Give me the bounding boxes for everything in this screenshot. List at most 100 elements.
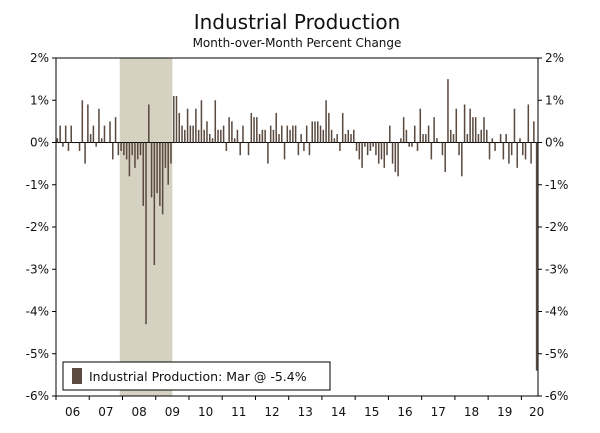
bar xyxy=(522,142,524,156)
bar xyxy=(222,125,225,143)
bar xyxy=(292,125,294,143)
bar xyxy=(494,142,496,151)
bar xyxy=(485,129,488,143)
bar xyxy=(444,142,446,173)
bar xyxy=(397,142,399,177)
bar xyxy=(535,142,538,371)
x-tick-label: 11 xyxy=(231,405,246,419)
bar xyxy=(186,108,189,143)
bar xyxy=(447,79,449,143)
bar xyxy=(461,142,463,177)
bar xyxy=(109,121,111,143)
bar xyxy=(408,142,410,147)
x-tick-label: 19 xyxy=(497,405,512,419)
bar xyxy=(524,142,527,160)
bar xyxy=(203,129,205,143)
bar xyxy=(372,142,374,147)
y-tick-label-left: 0% xyxy=(30,136,49,150)
x-tick-label: 18 xyxy=(464,405,479,419)
bar xyxy=(297,142,300,156)
bar xyxy=(286,125,289,143)
bar xyxy=(92,125,95,143)
bar xyxy=(386,142,388,156)
legend-swatch xyxy=(72,368,82,384)
bar xyxy=(289,129,291,143)
bar xyxy=(200,100,203,143)
bar xyxy=(78,142,81,151)
x-tick-label: 12 xyxy=(264,405,279,419)
bar xyxy=(474,117,477,143)
bar xyxy=(294,125,297,143)
bar xyxy=(81,100,84,143)
bar xyxy=(519,138,521,143)
x-tick-label: 07 xyxy=(98,405,113,419)
bar xyxy=(375,142,377,156)
bar xyxy=(436,138,438,143)
bar xyxy=(463,104,466,143)
bar xyxy=(303,142,305,151)
bar xyxy=(192,125,194,143)
chart-title: Industrial Production xyxy=(194,10,401,34)
bar xyxy=(211,138,214,143)
x-tick-label: 16 xyxy=(397,405,412,419)
bar xyxy=(516,142,518,168)
y-tick-label-left: -2% xyxy=(26,220,49,234)
bar xyxy=(513,108,516,143)
bar xyxy=(377,142,380,164)
bar xyxy=(247,142,250,156)
bar xyxy=(361,142,363,168)
bar xyxy=(159,142,161,206)
x-tick-label: 06 xyxy=(65,405,80,419)
bar xyxy=(170,142,172,164)
y-tick-label-left: 1% xyxy=(30,93,49,107)
bar xyxy=(156,142,158,194)
bar xyxy=(62,142,64,147)
bar xyxy=(231,121,233,143)
y-tick-label-left: -5% xyxy=(26,347,49,361)
bar xyxy=(139,142,142,156)
bar xyxy=(330,129,333,143)
bar xyxy=(433,117,435,143)
bar xyxy=(438,142,441,144)
bar xyxy=(120,142,122,151)
x-tick-label: 13 xyxy=(298,405,313,419)
bar xyxy=(364,142,366,147)
bar xyxy=(341,112,344,143)
left-y-axis: 2% 1% 0% -1% -2% -3% -4% -5% -6% xyxy=(26,51,56,403)
bar xyxy=(322,129,325,143)
bar xyxy=(76,142,78,144)
y-tick-label-right: -1% xyxy=(545,178,568,192)
bar xyxy=(452,134,455,143)
bar xyxy=(136,142,139,160)
bar xyxy=(261,129,264,143)
bar xyxy=(56,138,59,143)
y-tick-label-right: -2% xyxy=(545,220,568,234)
bar xyxy=(358,142,361,160)
bar xyxy=(491,138,494,143)
bar xyxy=(389,125,391,143)
bar xyxy=(148,104,150,143)
bar xyxy=(325,100,327,143)
x-axis: 06 07 08 09 10 11 12 13 14 15 16 17 18 19 20 xyxy=(55,396,544,419)
bar xyxy=(195,108,197,143)
bar xyxy=(128,142,131,177)
bar xyxy=(167,142,169,185)
bar xyxy=(244,142,247,144)
bar xyxy=(184,129,186,143)
y-tick-label-right: -5% xyxy=(545,347,568,361)
bar xyxy=(480,129,482,143)
bar xyxy=(84,142,86,164)
bar xyxy=(220,129,222,143)
bar xyxy=(239,142,241,156)
bar xyxy=(510,142,513,156)
x-tick-label: 09 xyxy=(165,405,180,419)
bar xyxy=(103,125,106,143)
bar xyxy=(267,142,269,164)
x-tick-label: 17 xyxy=(431,405,446,419)
bar xyxy=(228,117,230,143)
bar xyxy=(347,129,350,143)
bar xyxy=(441,142,444,156)
bar xyxy=(383,142,386,168)
bar xyxy=(164,142,167,168)
